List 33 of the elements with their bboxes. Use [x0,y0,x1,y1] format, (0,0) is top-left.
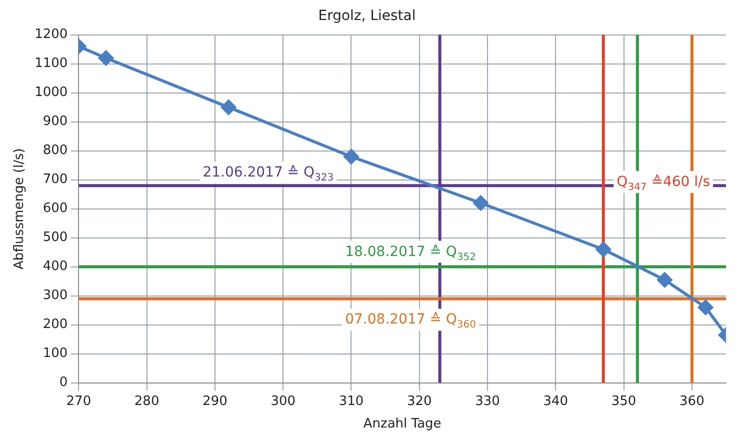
y-tick-label: 800 [42,143,68,158]
x-tick-label: 310 [338,394,364,409]
x-tick-label: 340 [543,394,568,409]
point [596,242,611,257]
point [698,300,714,315]
y-tick-label: 900 [42,114,68,130]
y-tick-label: 1000 [34,85,68,100]
x-tick-label: 280 [134,394,160,409]
point [221,100,236,115]
y-tick-label: 400 [42,259,68,274]
x-tick-label: 360 [680,394,704,409]
point [473,196,488,210]
y-tick-label: 600 [42,201,68,216]
y-tick-label: 100 [42,346,68,362]
y-tick-label: 0 [59,375,68,390]
x-axis-title: Anzahl Tage [363,416,442,432]
point [657,272,672,288]
point [98,50,114,66]
x-tick-label: 350 [611,394,636,409]
x-tick-label: 290 [202,394,228,409]
y-axis-title: Abflussmenge (l/s) [12,148,28,270]
x-tick-label: 330 [475,394,500,409]
y-tick-label: 200 [42,317,68,332]
y-tick-label: 500 [42,230,68,246]
y-tick-label: 700 [42,172,68,188]
y-tick-label: 300 [42,288,68,304]
chart-title: Ergolz, Liestal [318,8,416,24]
x-tick-label: 320 [406,394,432,409]
y-tick-label: 1200 [34,27,68,42]
x-tick-label: 270 [66,394,92,409]
x-tick-label: 300 [270,394,296,409]
point [344,149,359,164]
y-tick-label: 1100 [34,56,68,72]
